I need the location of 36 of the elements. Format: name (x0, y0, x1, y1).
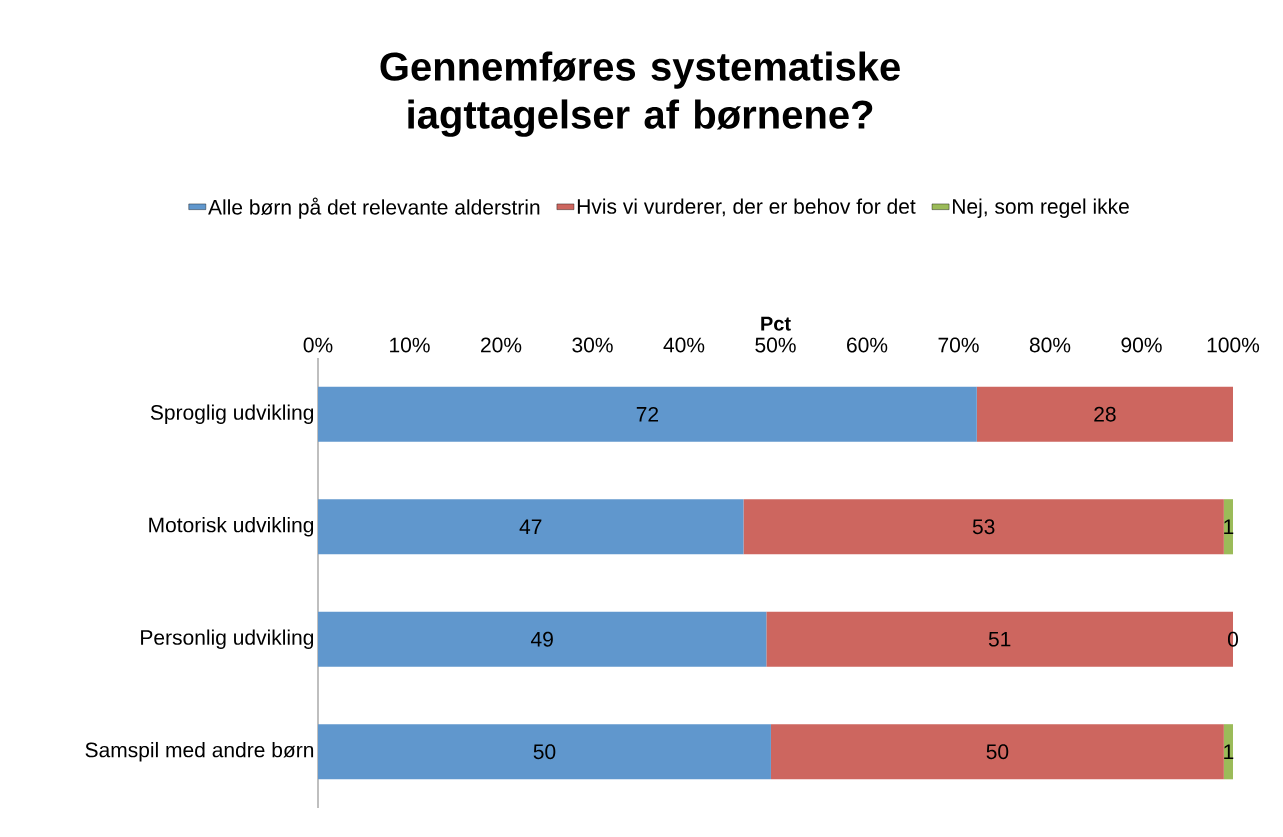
bar (743, 499, 1224, 555)
x-tick-label: 50% (755, 337, 796, 353)
y-tick-label: Motorisk udvikling (149, 516, 314, 537)
data-label: 50 (533, 744, 556, 760)
y-tick-label: Samspil med andre børn (85, 741, 314, 762)
data-label: 28 (1094, 406, 1116, 422)
data-label: 49 (530, 631, 553, 647)
data-label: 72 (636, 406, 659, 422)
x-tick-label: 80% (1029, 337, 1071, 353)
y-tick-label: Sproglig udvikling (150, 404, 314, 425)
bar (318, 499, 744, 555)
x-tick-label: 70% (938, 337, 979, 353)
data-label: 47 (519, 519, 542, 534)
x-tick-label: 100% (1207, 337, 1260, 353)
data-label: 50 (986, 744, 1009, 760)
legend-label: Hvis vi vurderer, der er behov for det (577, 198, 916, 217)
data-label: 53 (972, 519, 995, 535)
x-tick-label: 0% (303, 337, 333, 353)
x-tick-label: 30% (572, 337, 613, 353)
data-label: 0 (1227, 631, 1239, 647)
bar (318, 611, 767, 667)
legend-label: Alle børn på det relevante alderstrin (208, 197, 540, 219)
x-tick-label: 90% (1121, 337, 1162, 353)
bar (976, 386, 1233, 442)
x-tick-label: 20% (481, 337, 522, 353)
chart-title: Gennemføres systematiske iagttagelser af børnene? (380, 51, 900, 137)
x-tick-label: 10% (390, 337, 430, 353)
x-tick-label: 40% (663, 337, 705, 353)
bar (318, 386, 977, 442)
x-tick-label: 60% (847, 337, 888, 353)
y-tick-label: Personlig udvikling (141, 629, 314, 650)
bar (770, 724, 1224, 780)
data-label: 51 (988, 631, 1011, 647)
legend-label: Nej, som regel ikke (953, 198, 1129, 219)
x-axis-title: Pct (761, 316, 791, 331)
bar (318, 724, 771, 780)
